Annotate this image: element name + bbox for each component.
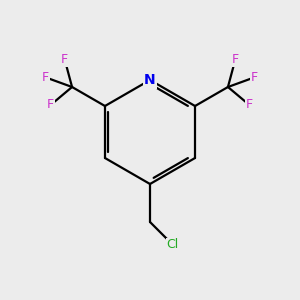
- Text: F: F: [61, 53, 68, 67]
- Text: F: F: [42, 71, 49, 84]
- Text: N: N: [144, 73, 156, 87]
- Text: F: F: [47, 98, 54, 112]
- Text: F: F: [232, 53, 239, 67]
- Text: Cl: Cl: [167, 238, 179, 251]
- Text: F: F: [246, 98, 253, 112]
- Text: F: F: [251, 71, 258, 84]
